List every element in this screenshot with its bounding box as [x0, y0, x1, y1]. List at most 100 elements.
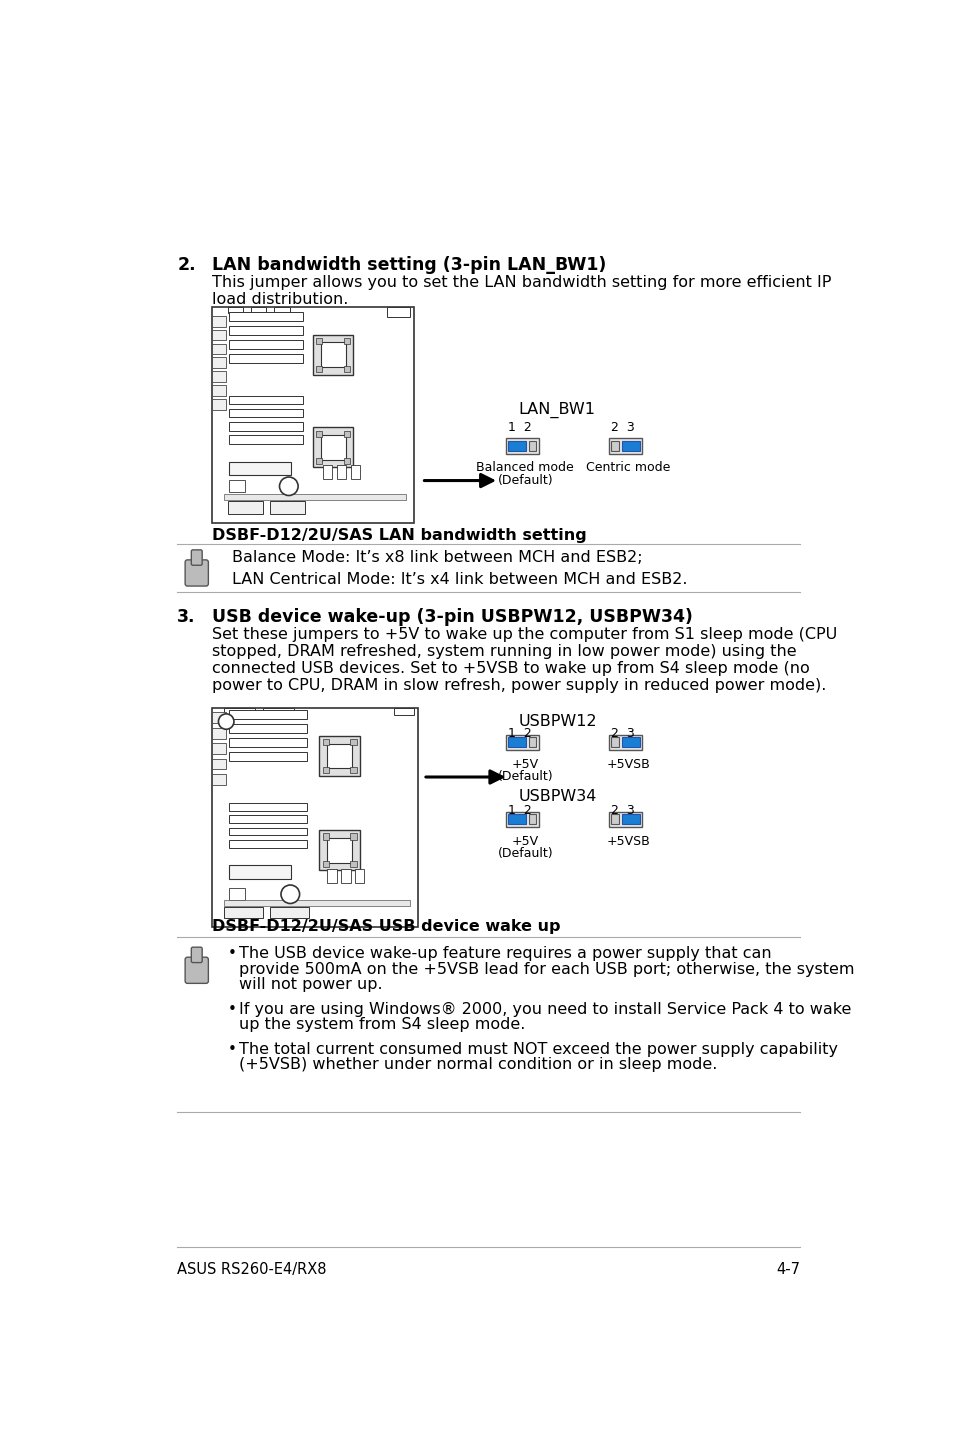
- Bar: [229, 815, 307, 823]
- Circle shape: [218, 713, 233, 729]
- Bar: [228, 308, 243, 313]
- Text: USBPW12: USBPW12: [517, 713, 597, 729]
- Bar: [344, 365, 350, 371]
- FancyBboxPatch shape: [192, 549, 202, 565]
- Bar: [621, 738, 639, 748]
- Bar: [274, 308, 290, 313]
- Bar: [315, 365, 322, 371]
- Text: 2.: 2.: [177, 256, 195, 273]
- Bar: [212, 712, 226, 723]
- Bar: [212, 398, 226, 410]
- Bar: [212, 358, 226, 368]
- Text: This jumper allows you to set the LAN bandwidth setting for more efficient IP: This jumper allows you to set the LAN ba…: [212, 275, 831, 290]
- FancyBboxPatch shape: [185, 559, 208, 587]
- Bar: [315, 430, 322, 437]
- Bar: [611, 814, 618, 824]
- Text: •: •: [228, 1043, 236, 1057]
- Bar: [336, 466, 346, 479]
- Bar: [608, 735, 641, 751]
- Bar: [229, 738, 307, 746]
- Text: 1  2: 1 2: [508, 420, 532, 433]
- Text: power to CPU, DRAM in slow refresh, power supply in reduced power mode).: power to CPU, DRAM in slow refresh, powe…: [212, 677, 825, 693]
- Bar: [528, 814, 536, 824]
- Text: If you are using Windows® 2000, you need to install Service Pack 4 to wake: If you are using Windows® 2000, you need…: [239, 1002, 851, 1017]
- Bar: [508, 738, 526, 748]
- Text: Centric mode: Centric mode: [586, 462, 670, 475]
- Text: 2  3: 2 3: [611, 804, 635, 817]
- Bar: [212, 308, 414, 523]
- Bar: [262, 707, 294, 716]
- Bar: [315, 459, 322, 464]
- Bar: [212, 371, 226, 383]
- Bar: [212, 344, 226, 354]
- Bar: [229, 408, 303, 417]
- Bar: [224, 707, 254, 716]
- Text: 2  3: 2 3: [611, 728, 635, 741]
- Text: 3.: 3.: [177, 608, 195, 626]
- Circle shape: [279, 477, 297, 496]
- Bar: [505, 811, 538, 827]
- Bar: [344, 459, 350, 464]
- Text: Set these jumpers to +5V to wake up the computer from S1 sleep mode (CPU: Set these jumpers to +5V to wake up the …: [212, 627, 837, 641]
- Text: DSBF-D12/2U/SAS LAN bandwidth setting: DSBF-D12/2U/SAS LAN bandwidth setting: [212, 528, 586, 544]
- Bar: [212, 385, 226, 395]
- Text: (Default): (Default): [497, 473, 553, 486]
- Text: •: •: [228, 1002, 236, 1017]
- Bar: [212, 316, 226, 326]
- Bar: [350, 861, 356, 867]
- Bar: [327, 838, 352, 863]
- Bar: [351, 466, 360, 479]
- Bar: [229, 723, 307, 733]
- Bar: [621, 441, 639, 452]
- Text: The total current consumed must NOT exceed the power supply capability: The total current consumed must NOT exce…: [239, 1043, 838, 1057]
- Bar: [212, 728, 226, 739]
- Text: +5V: +5V: [511, 835, 538, 848]
- Text: LAN_BW1: LAN_BW1: [517, 403, 595, 418]
- Text: +5VSB: +5VSB: [606, 835, 650, 848]
- Bar: [350, 739, 356, 745]
- Bar: [344, 338, 350, 344]
- Bar: [229, 395, 303, 404]
- Bar: [229, 480, 245, 492]
- Bar: [270, 502, 305, 513]
- Text: The USB device wake-up feature requires a power supply that can: The USB device wake-up feature requires …: [239, 946, 771, 962]
- Text: •: •: [228, 946, 236, 962]
- Text: provide 500mA on the +5VSB lead for each USB port; otherwise, the system: provide 500mA on the +5VSB lead for each…: [239, 962, 854, 976]
- Bar: [224, 493, 406, 500]
- Bar: [611, 441, 618, 452]
- Bar: [350, 834, 356, 840]
- Bar: [212, 758, 226, 769]
- Text: load distribution.: load distribution.: [212, 292, 348, 306]
- Bar: [505, 735, 538, 751]
- Text: USBPW34: USBPW34: [517, 788, 597, 804]
- Bar: [229, 339, 303, 349]
- Bar: [608, 439, 641, 453]
- Text: DSBF-D12/2U/SAS USB device wake up: DSBF-D12/2U/SAS USB device wake up: [212, 919, 560, 935]
- Bar: [229, 840, 307, 848]
- Text: connected USB devices. Set to +5VSB to wake up from S4 sleep mode (no: connected USB devices. Set to +5VSB to w…: [212, 660, 809, 676]
- Text: will not power up.: will not power up.: [239, 978, 382, 992]
- Bar: [229, 889, 245, 900]
- Bar: [319, 736, 359, 777]
- FancyBboxPatch shape: [192, 948, 202, 962]
- Bar: [505, 439, 538, 453]
- Bar: [229, 312, 303, 321]
- Bar: [251, 308, 266, 313]
- Bar: [322, 834, 329, 840]
- Text: ASUS RS260-E4/RX8: ASUS RS260-E4/RX8: [177, 1263, 327, 1277]
- Bar: [224, 900, 410, 906]
- Text: 1  2: 1 2: [508, 804, 532, 817]
- Bar: [322, 766, 329, 774]
- Bar: [212, 743, 226, 754]
- Bar: [323, 466, 332, 479]
- Text: LAN bandwidth setting (3-pin LAN_BW1): LAN bandwidth setting (3-pin LAN_BW1): [212, 256, 606, 273]
- Bar: [313, 335, 353, 375]
- Bar: [394, 707, 414, 716]
- Bar: [229, 752, 307, 761]
- Bar: [528, 738, 536, 748]
- Text: (Default): (Default): [497, 771, 553, 784]
- Bar: [341, 869, 350, 883]
- Text: up the system from S4 sleep mode.: up the system from S4 sleep mode.: [239, 1017, 525, 1032]
- Bar: [229, 326, 303, 335]
- Text: Balanced mode: Balanced mode: [476, 462, 574, 475]
